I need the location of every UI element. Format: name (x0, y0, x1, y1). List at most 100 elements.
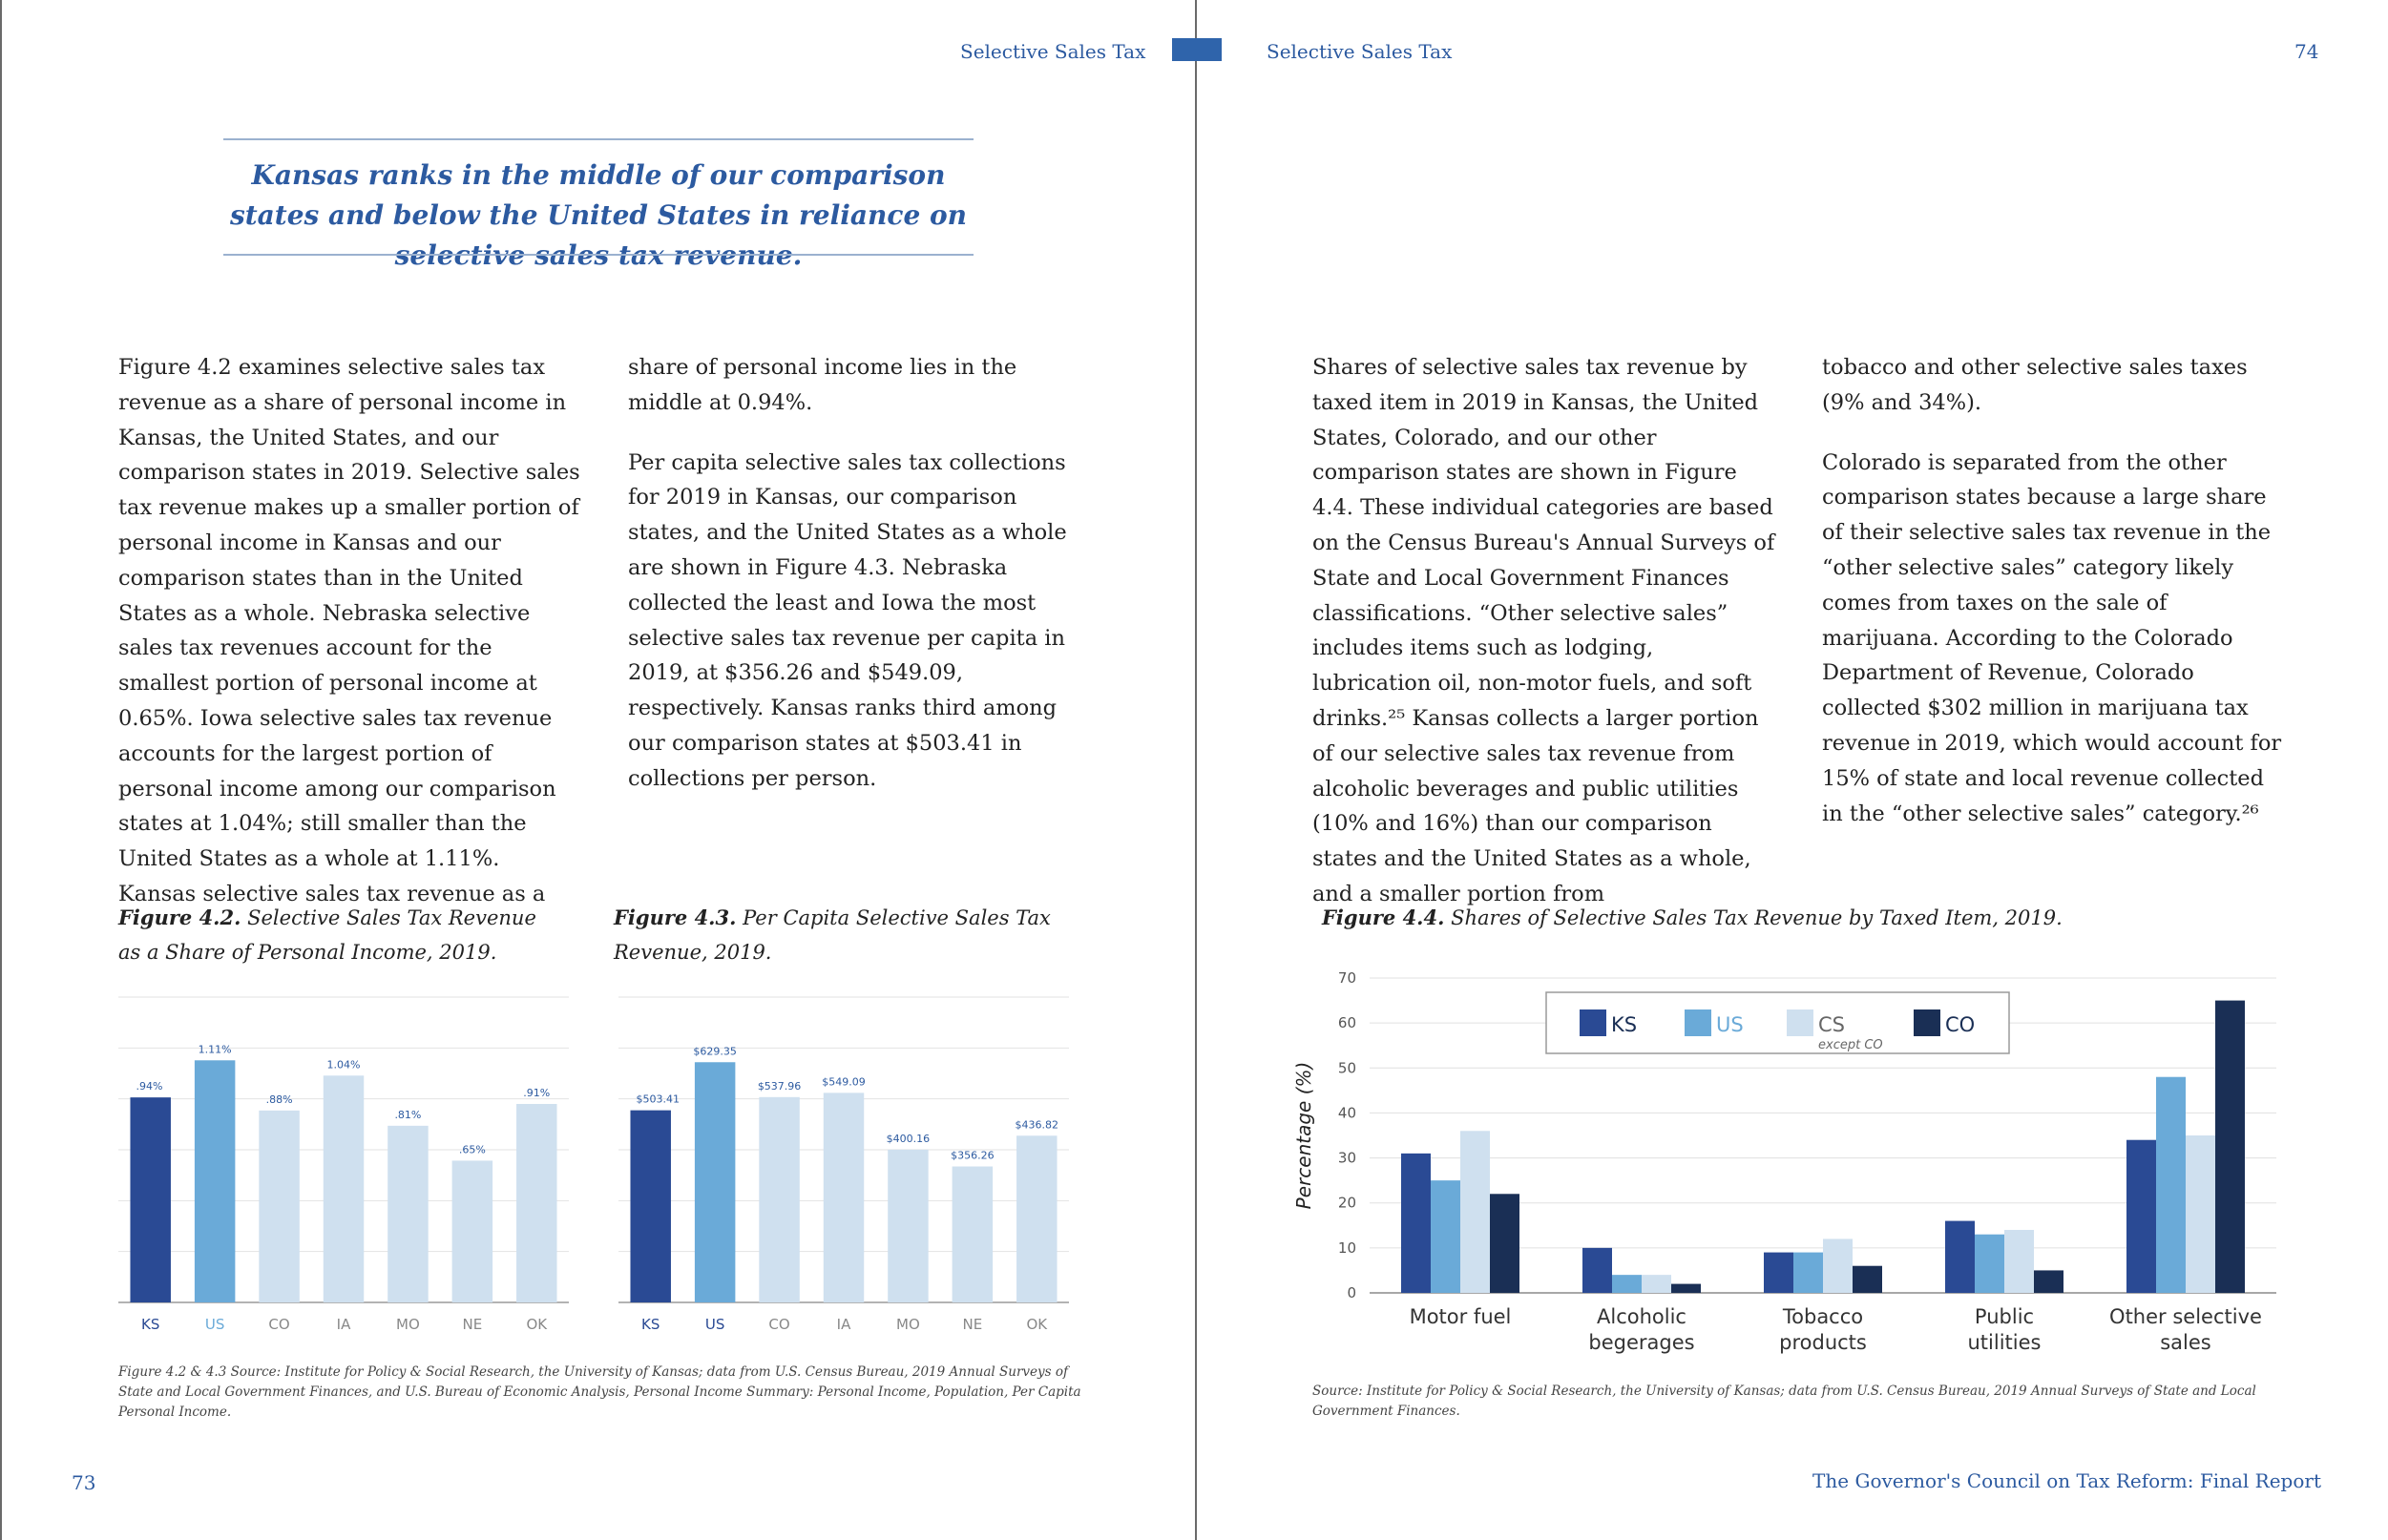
x-tick-label: Tobacco (1782, 1305, 1863, 1328)
legend-label: CO (1945, 1013, 1975, 1036)
x-tick-label: US (205, 1316, 225, 1333)
paragraph: share of personal income lies in the mid… (628, 355, 1017, 415)
data-label: .65% (459, 1143, 486, 1155)
figure-label: Figure 4.4. (1322, 905, 1445, 929)
y-axis-title: Percentage (%) (1292, 1062, 1315, 1210)
x-tick-label: IA (837, 1316, 851, 1333)
x-tick-label: US (705, 1316, 725, 1333)
bar-mo (388, 1125, 429, 1302)
x-tick-label: Motor fuel (1410, 1305, 1512, 1328)
data-label: $400.16 (887, 1133, 931, 1145)
bar-ok (516, 1104, 557, 1302)
x-tick-label: OK (526, 1316, 548, 1333)
bar-us (1431, 1180, 1460, 1293)
bar-cs (2186, 1135, 2215, 1293)
data-label: $503.41 (636, 1093, 680, 1106)
data-label: $356.26 (951, 1149, 995, 1161)
bar-ia (323, 1075, 365, 1302)
y-tick-label: 40 (1338, 1104, 1356, 1121)
bar-ks (1582, 1247, 1612, 1293)
x-tick-label: CO (268, 1316, 289, 1333)
bar-us (694, 1062, 736, 1302)
bar-us (2156, 1076, 2186, 1293)
x-tick-label: sales (2160, 1331, 2211, 1354)
x-tick-label: KS (141, 1316, 159, 1333)
bar-cs (1823, 1238, 1853, 1293)
paragraph: Shares of selective sales tax revenue by… (1312, 355, 1775, 906)
x-tick-label: utilities (1968, 1331, 2042, 1354)
right-page-column-1: Shares of selective sales tax revenue by… (1312, 350, 1776, 937)
legend-note: except CO (1818, 1038, 1883, 1052)
data-label: $549.09 (822, 1075, 866, 1088)
legend-swatch-ks (1580, 1009, 1606, 1036)
bar-us (1975, 1234, 2004, 1293)
bar-ks (130, 1097, 171, 1302)
bar-co (759, 1096, 800, 1302)
legend-label: US (1716, 1013, 1744, 1036)
right-page-column-2: tobacco and other selective sales taxes … (1822, 350, 2286, 856)
x-tick-label: Other selective (2109, 1305, 2262, 1328)
figure-title: Per Capita Selective Sales Tax Revenue, … (614, 906, 1051, 964)
y-tick-label: 10 (1338, 1239, 1356, 1257)
x-tick-label: CO (768, 1316, 789, 1333)
right-page-number: 74 (2294, 40, 2319, 63)
bar-co (2215, 1000, 2245, 1293)
pullquote: Kansas ranks in the middle of our compar… (229, 159, 968, 271)
figure-4-4-caption: Figure 4.4. Shares of Selective Sales Ta… (1322, 901, 2276, 935)
x-tick-label: IA (337, 1316, 351, 1333)
bar-mo (888, 1149, 929, 1302)
x-tick-label: OK (1026, 1316, 1048, 1333)
x-tick-label: Alcoholic (1597, 1305, 1686, 1328)
figure-4-2-bar-chart: .94% KS 1.11% US .88% CO 1.04% IA .81% MO .65% NE .9… (118, 996, 569, 1333)
book-spine (1195, 0, 1197, 1540)
paragraph: Figure 4.2 examines selective sales tax … (118, 355, 580, 906)
data-label: .91% (523, 1087, 550, 1099)
bar-co (2034, 1270, 2063, 1293)
bar-co (1671, 1283, 1701, 1293)
data-label: .94% (136, 1080, 162, 1093)
bar-ne (952, 1166, 994, 1302)
figure-4-2-caption: Figure 4.2. Selective Sales Tax Revenue … (118, 901, 557, 969)
data-label: $629.35 (693, 1045, 737, 1057)
x-tick-label: MO (896, 1316, 920, 1333)
bar-ne (451, 1160, 493, 1302)
figure-label: Figure 4.3. (614, 905, 737, 929)
data-label: .88% (266, 1093, 293, 1106)
data-label: $537.96 (758, 1080, 802, 1093)
spine-tab-marker (1172, 38, 1222, 61)
figure-4-4-source-note: Source: Institute for Policy & Social Re… (1312, 1384, 2256, 1419)
x-tick-label: MO (396, 1316, 420, 1333)
x-tick-label: products (1779, 1331, 1867, 1354)
legend-swatch-us (1685, 1009, 1711, 1036)
bar-co (259, 1110, 300, 1302)
data-label: .81% (394, 1109, 421, 1121)
x-tick-label: NE (463, 1316, 483, 1333)
legend-swatch-co (1914, 1009, 1940, 1036)
figure-4-3-bar-chart: $503.41 KS $629.35 US $537.96 CO $549.09 IA $400… (618, 996, 1069, 1333)
bar-ia (823, 1093, 865, 1302)
left-page-column-1: Figure 4.2 examines selective sales tax … (118, 350, 582, 937)
figure-4-4-grouped-bar-chart: 0 10 20 30 40 50 60 70 Percentage (%) Motor fuel A… (1292, 969, 2276, 1354)
bar-cs (1460, 1131, 1490, 1293)
bar-ks (1764, 1252, 1793, 1293)
bar-us (1612, 1275, 1642, 1293)
data-label: 1.11% (199, 1043, 232, 1055)
bar-cs (1642, 1275, 1671, 1293)
bar-ks (2126, 1139, 2156, 1293)
x-tick-label: begerages (1588, 1331, 1694, 1354)
bar-ok (1016, 1135, 1058, 1302)
figure-title: Shares of Selective Sales Tax Revenue by… (1451, 906, 2063, 929)
bar-ks (1945, 1220, 1975, 1293)
bar-us (194, 1060, 236, 1302)
y-tick-label: 70 (1338, 969, 1356, 987)
data-label: 1.04% (327, 1058, 361, 1071)
pullquote-bottom-rule (223, 254, 974, 256)
paragraph: Per capita selective sales tax collectio… (628, 449, 1067, 791)
bar-us (1793, 1252, 1823, 1293)
x-tick-label: NE (963, 1316, 983, 1333)
bar-ks (630, 1110, 671, 1302)
legend-swatch-cs (1787, 1009, 1813, 1036)
bar-cs (2004, 1230, 2034, 1293)
page-edge (0, 0, 2, 1540)
bar-co (1853, 1265, 1882, 1293)
